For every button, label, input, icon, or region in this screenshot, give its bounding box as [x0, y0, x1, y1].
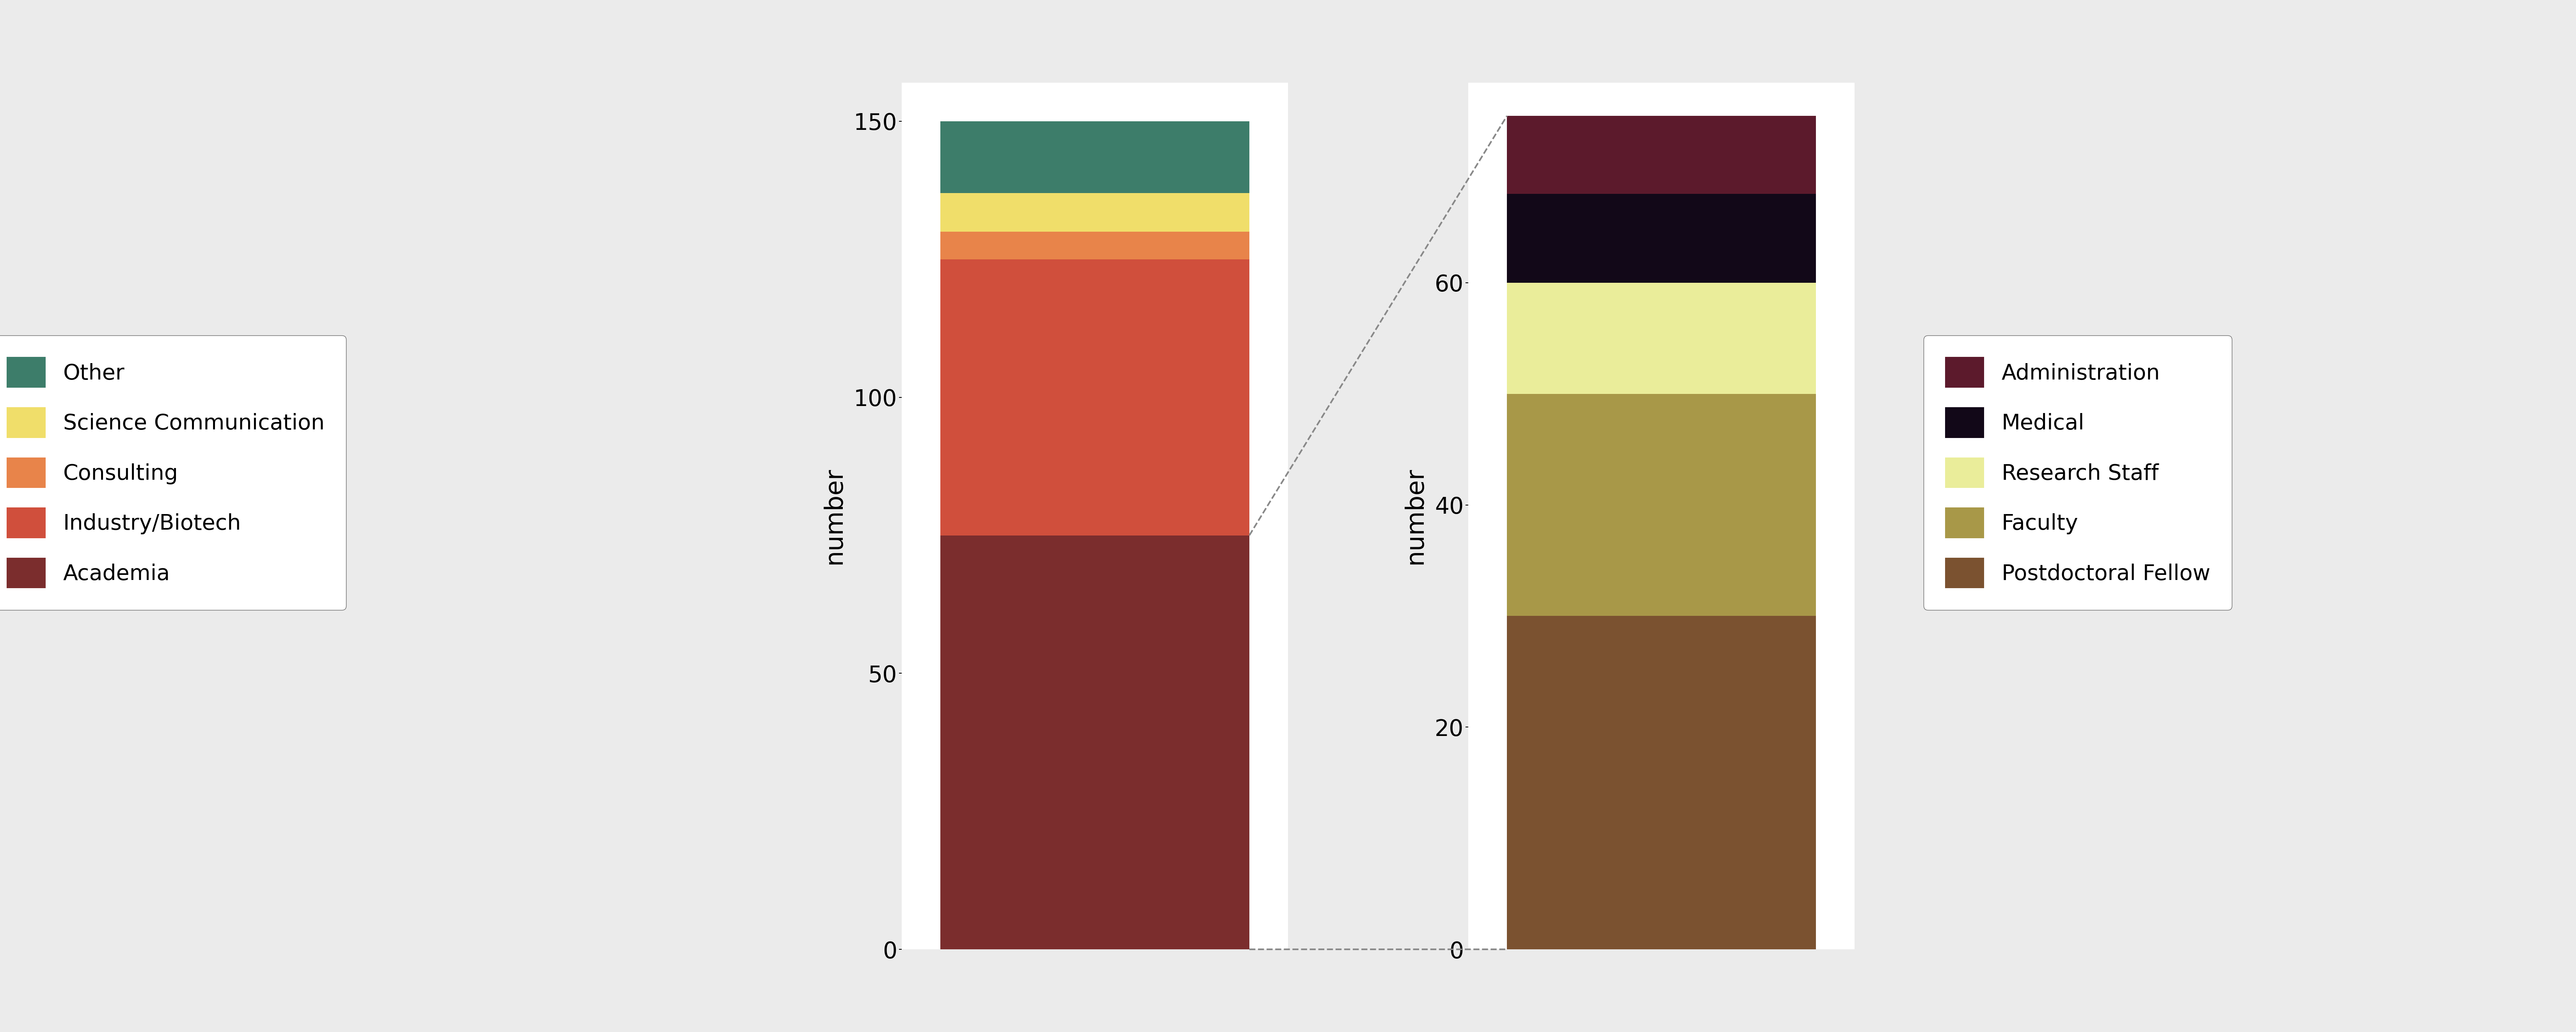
Y-axis label: number: number — [822, 467, 845, 565]
Bar — [1507, 194, 1816, 283]
Bar — [940, 121, 1249, 193]
Bar — [1507, 283, 1816, 394]
Bar — [1507, 394, 1816, 616]
Bar — [1507, 616, 1816, 949]
Y-axis label: number: number — [1404, 467, 1427, 565]
Legend: Other, Science Communication, Consulting, Industry/Biotech, Academia: Other, Science Communication, Consulting… — [0, 335, 345, 610]
Bar — [940, 536, 1249, 949]
Bar — [1507, 116, 1816, 194]
Bar — [940, 231, 1249, 259]
Legend: Administration, Medical, Research Staff, Faculty, Postdoctoral Fellow: Administration, Medical, Research Staff,… — [1924, 335, 2231, 610]
Bar — [940, 259, 1249, 536]
Bar — [940, 193, 1249, 231]
